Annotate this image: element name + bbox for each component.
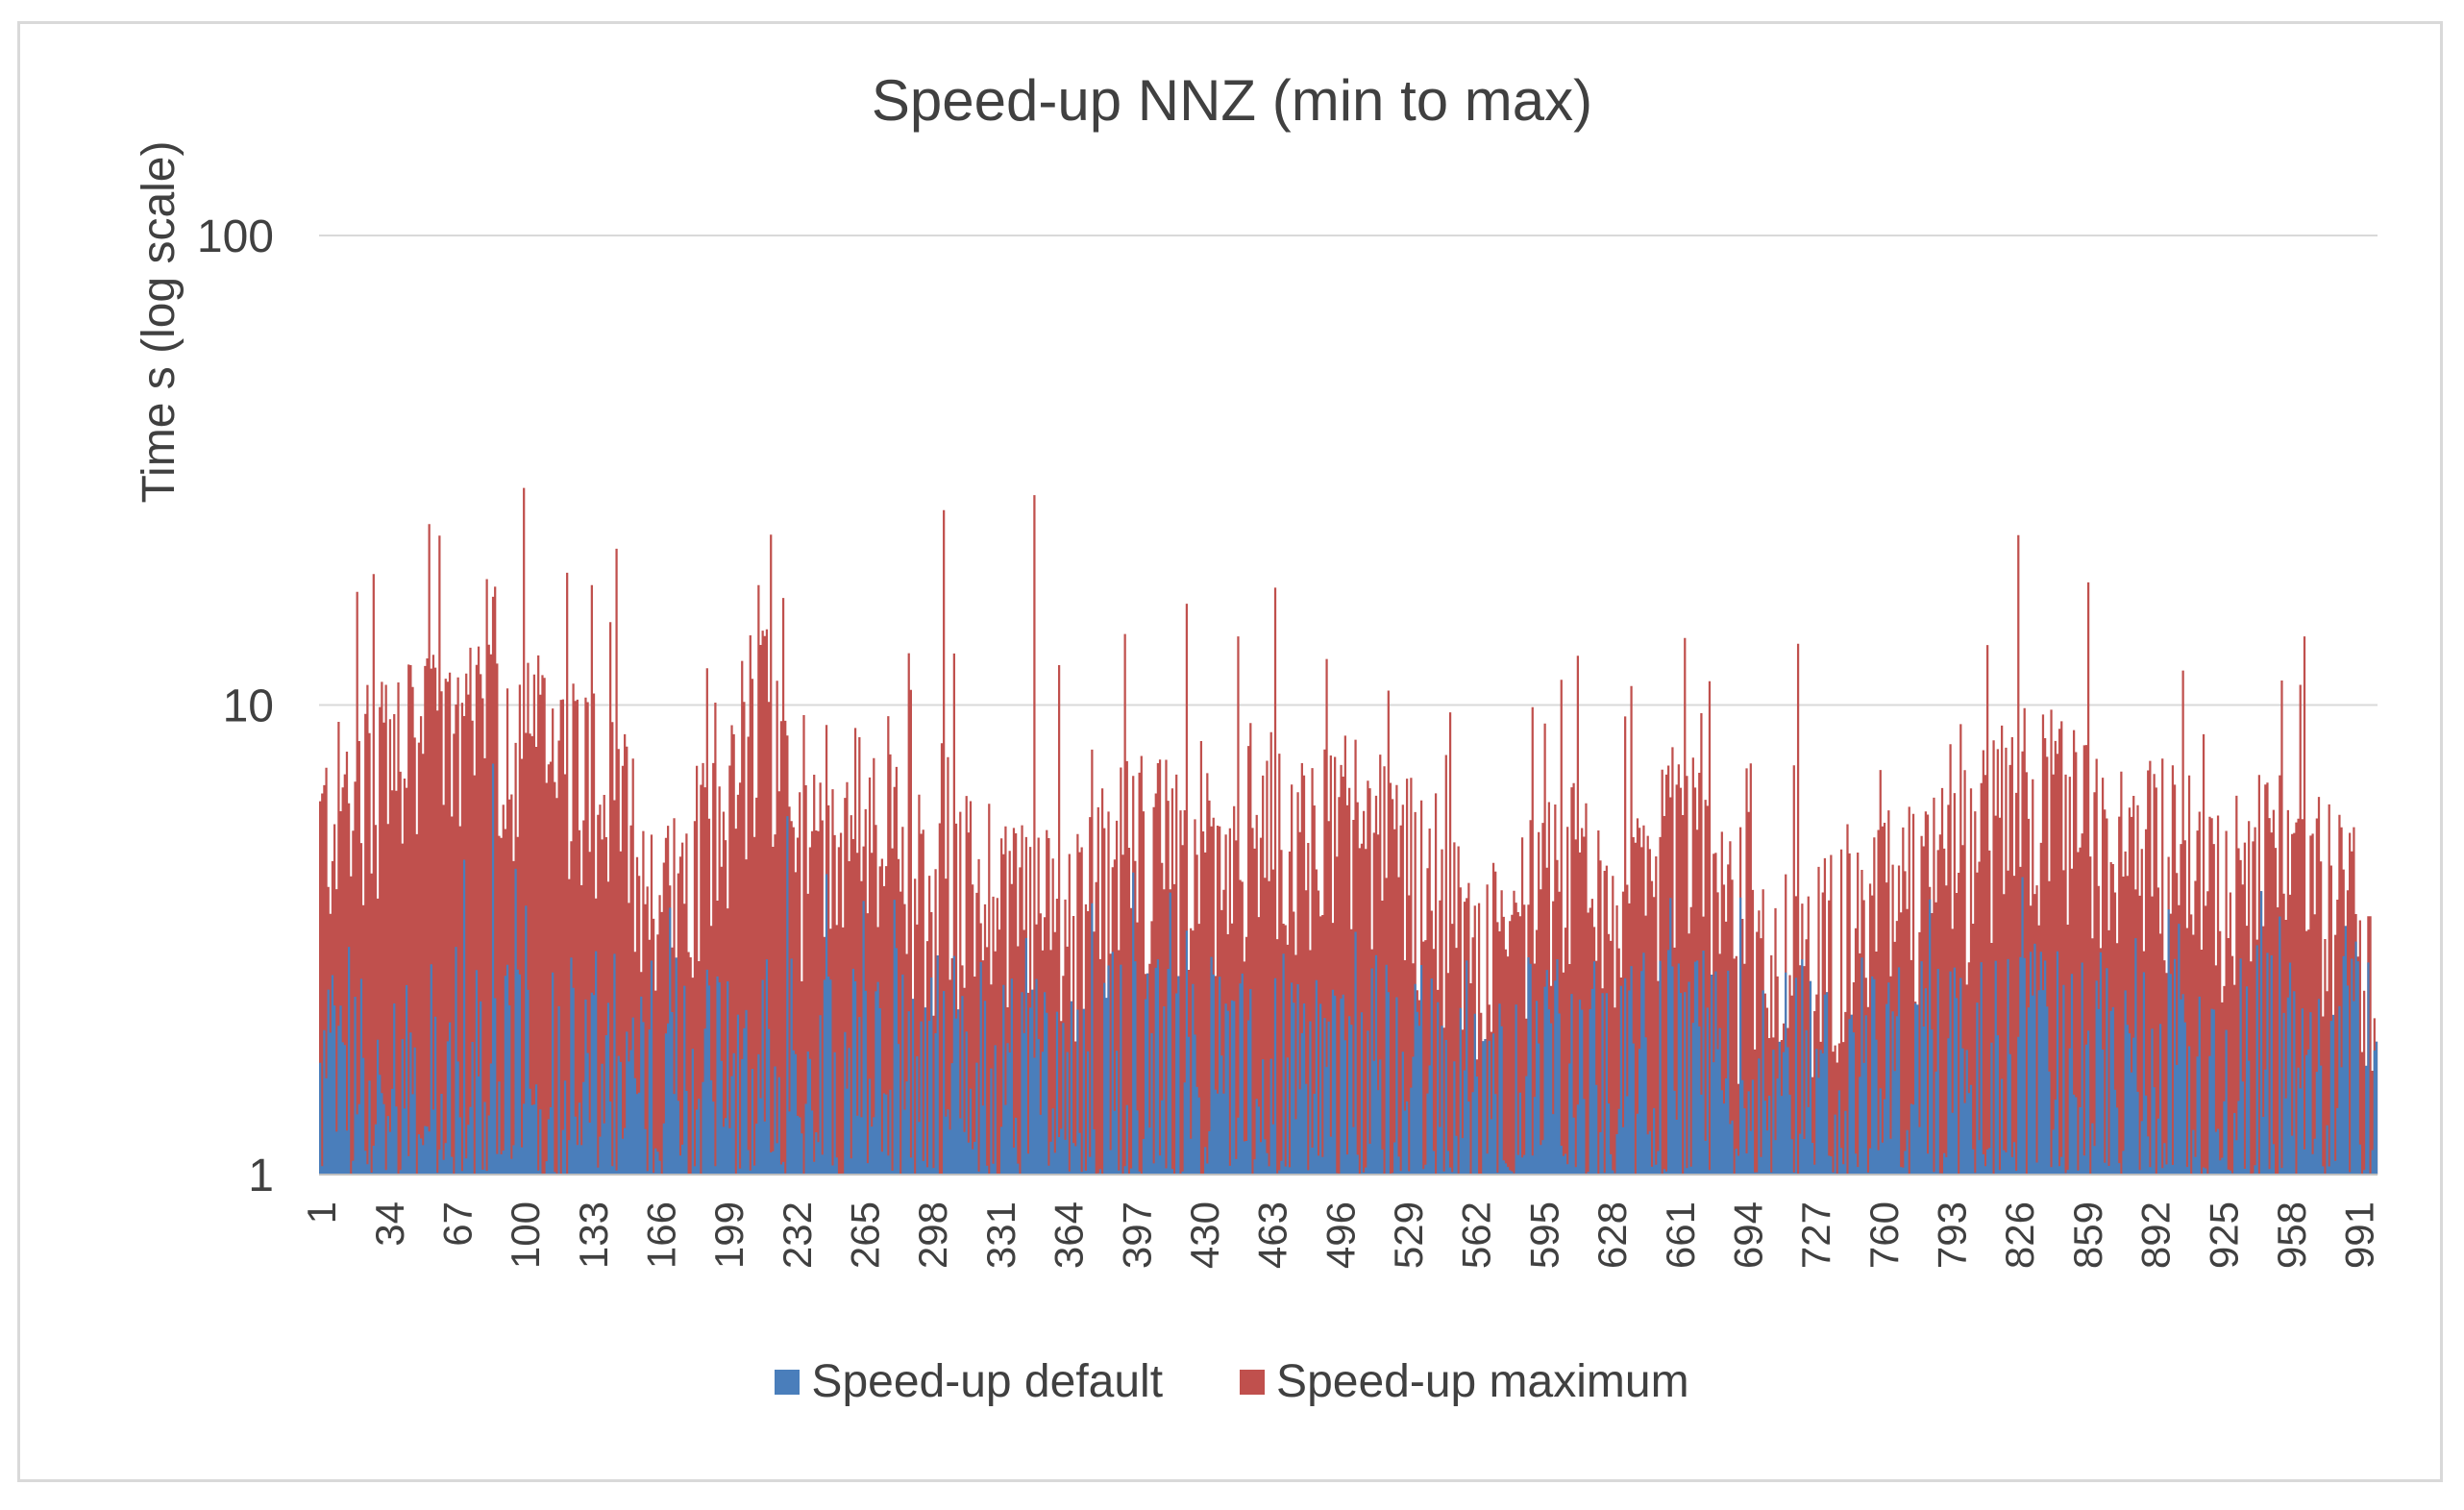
legend-item-maximum: Speed-up maximum [1240,1355,1689,1408]
chart-title: Speed-up NNZ (min to max) [871,68,1593,133]
x-tick-label: 760 [1861,1201,1907,1269]
x-tick-label: 463 [1250,1201,1295,1269]
x-tick-label: 793 [1930,1201,1975,1269]
x-tick-label: 100 [503,1201,548,1269]
y-tick-label: 1 [248,1151,274,1201]
legend-swatch-maximum [1240,1369,1266,1395]
x-tick-label: 958 [2269,1201,2314,1269]
x-tick-label: 133 [571,1201,616,1269]
x-tick-label: 331 [978,1201,1023,1269]
legend-label-default: Speed-up default [811,1356,1164,1407]
legend-swatch-default [775,1369,801,1395]
y-tick-label: 10 [223,681,274,732]
x-tick-label: 826 [1997,1201,2042,1269]
legend: Speed-up default Speed-up maximum [0,1355,2464,1408]
x-tick-label: 34 [367,1201,412,1247]
x-tick-label: 364 [1047,1201,1092,1269]
x-tick-label: 199 [706,1201,752,1269]
x-tick-label: 991 [2337,1201,2382,1269]
x-tick-label: 529 [1386,1201,1431,1269]
x-tick-label: 694 [1725,1201,1770,1269]
x-tick-label: 892 [2133,1201,2179,1269]
x-tick-label: 562 [1454,1201,1499,1269]
legend-item-default: Speed-up default [775,1355,1163,1408]
x-tick-label: 397 [1114,1201,1159,1269]
x-tick-label: 628 [1589,1201,1635,1269]
x-tick-label: 430 [1182,1201,1227,1269]
x-tick-label: 859 [2065,1201,2110,1269]
x-tick-label: 298 [910,1201,955,1269]
x-tick-label: 265 [843,1201,888,1269]
x-tick-label: 496 [1318,1201,1363,1269]
x-tick-label: 166 [639,1201,684,1269]
x-tick-label: 595 [1521,1201,1566,1269]
x-tick-label: 925 [2201,1201,2246,1269]
y-tick-label: 100 [197,211,274,262]
x-tick-label: 232 [775,1201,820,1269]
legend-label-maximum: Speed-up maximum [1276,1356,1689,1407]
x-tick-label: 1 [299,1201,344,1224]
x-tick-label: 661 [1658,1201,1703,1269]
x-tick-label: 727 [1793,1201,1838,1269]
x-tick-label: 67 [434,1201,480,1247]
series-speed-up-default-bars [319,763,2378,1175]
